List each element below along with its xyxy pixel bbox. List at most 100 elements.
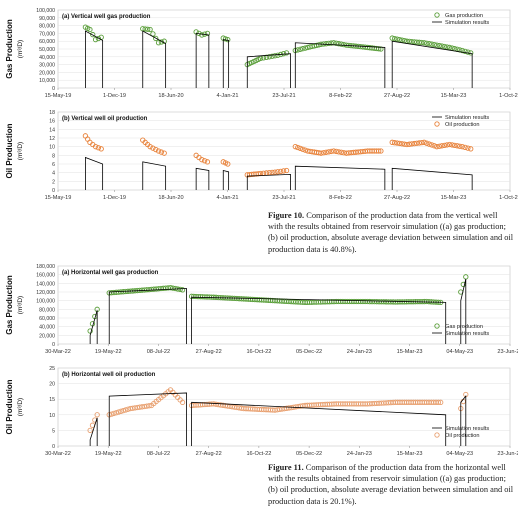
fig11-b-title: (b) Horizontal well oil production xyxy=(62,372,156,378)
fig10-b-observed-point xyxy=(199,157,205,163)
fig10-panel-b-chart: 0 2 4 6 8 10 12 14 16 18 15-May-19 1-Dec-19 18-Jun-2… xyxy=(5,110,518,201)
fig10-a-x-tick-label: 15-Mar-23 xyxy=(441,93,467,99)
fig10-a-y-tick-label: 80,000 xyxy=(39,24,55,30)
fig11-a-legend-label: Gas production xyxy=(445,324,483,330)
fig10-b-observed-point xyxy=(336,149,342,155)
fig10-b-observed-point xyxy=(333,148,339,155)
fig11-a-x-tick-label: 05-Dec-22 xyxy=(296,349,322,355)
fig11-b-simulation-line xyxy=(460,394,467,446)
fig11-b-y-axis-label: Oil Production xyxy=(5,379,14,434)
fig11-b-x-tick-label: 16-Oct-22 xyxy=(246,451,271,457)
fig10-a-observed-point xyxy=(338,41,344,47)
fig11-a-x-tick-label: 30-Mar-22 xyxy=(45,349,71,355)
fig11-a-simulation-line xyxy=(191,296,447,344)
fig11-b-observed-point xyxy=(125,406,131,412)
fig10-a-observed-point xyxy=(204,30,211,37)
fig10-b-observed-point xyxy=(295,144,301,151)
fig10-a-x-tick-label: 1-Oct-23 xyxy=(499,93,518,99)
fig10-a-y-axis-unit: (m³/D) xyxy=(17,40,24,58)
fig11-a-y-tick-label: 0 xyxy=(52,342,55,348)
fig10-a-observed-point xyxy=(297,46,303,52)
fig10-b-observed-point xyxy=(204,159,211,165)
fig10-a-observed-point xyxy=(300,46,306,52)
fig10-a-x-tick-label: 8-Feb-22 xyxy=(329,93,352,99)
fig11-b-simulation-line xyxy=(89,417,98,446)
fig10-a-simulation-line xyxy=(195,32,210,88)
fig10-a-observed-point xyxy=(153,35,159,41)
fig10-b-observed-point xyxy=(153,146,159,153)
fig11-b-x-tick-label: 05-Dec-22 xyxy=(296,451,322,457)
fig10-a-observed-point xyxy=(436,42,443,49)
fig10-b-observed-point xyxy=(147,144,153,150)
fig11-b-observed-point xyxy=(115,409,122,415)
fig10-a-observed-point xyxy=(394,36,400,42)
fig10-b-observed-point xyxy=(320,150,327,156)
fig11-a-x-tick-label: 23-Jun-23 xyxy=(497,349,518,355)
fig10-b-observed-point xyxy=(275,169,281,175)
fig11-a-y-tick-label: 20,000 xyxy=(39,333,55,339)
fig10-b-observed-point xyxy=(434,144,440,150)
fig10-a-observed-point xyxy=(266,54,272,60)
fig10-b-simulation-line xyxy=(294,165,386,190)
fig11-b-observed-point xyxy=(94,412,100,418)
fig10-b-y-tick-label: 2 xyxy=(52,179,55,185)
fig10-b-observed-point xyxy=(297,145,303,152)
fig10-a-observed-point xyxy=(92,36,99,43)
fig10-b-x-tick-label: 1-Dec-19 xyxy=(103,195,126,201)
fig10-a-observed-point xyxy=(147,26,153,33)
fig10-a-observed-point xyxy=(199,32,205,38)
fig10-b-observed-point xyxy=(338,149,344,155)
fig10-b-simulation-line xyxy=(142,161,167,190)
fig10-b-x-tick-label: 4-Jan-21 xyxy=(216,195,238,201)
fig11-b-x-tick-label: 27-Aug-22 xyxy=(196,451,222,457)
fig11-b-y-tick-label: 15 xyxy=(49,397,55,403)
fig10-b-legend-label: Simulation results xyxy=(445,115,489,121)
fig10-b-observed-point xyxy=(389,139,395,145)
fig10-a-observed-point xyxy=(419,39,425,46)
fig10-a-observed-point xyxy=(424,40,430,46)
fig11-a-observed-point xyxy=(179,287,186,293)
fig10-a-observed-point xyxy=(316,42,322,48)
fig10-b-observed-point xyxy=(283,167,290,174)
fig10-a-y-tick-label: 0 xyxy=(52,86,55,92)
fig10-a-observed-point xyxy=(459,47,465,54)
fig11-b-observed-point xyxy=(111,410,117,417)
fig10-b-y-tick-label: 16 xyxy=(49,119,55,125)
fig10-a-legend-label: Gas production xyxy=(445,13,483,19)
fig11-a-x-tick-label: 16-Oct-22 xyxy=(246,349,271,355)
fig11-b-x-tick-label: 19-May-22 xyxy=(95,451,122,457)
fig11-a-observed-point xyxy=(172,285,178,292)
fig11-caption: Figure 11. Comparison of the production … xyxy=(268,462,514,507)
fig11-b-y-tick-label: 5 xyxy=(52,428,55,434)
fig10-a-observed-point xyxy=(95,35,102,42)
fig10-a-x-tick-label: 15-May-19 xyxy=(45,93,72,99)
fig11-a-y-tick-label: 80,000 xyxy=(39,307,55,313)
fig11-a-y-tick-label: 140,000 xyxy=(36,281,55,287)
fig11-a-y-tick-label: 180,000 xyxy=(36,264,55,270)
fig10-b-simulation-line xyxy=(222,169,230,190)
fig10-b-observed-point xyxy=(454,143,460,149)
fig10-a-observed-point xyxy=(431,41,437,48)
fig10-b-observed-point xyxy=(396,140,403,147)
fig10-b-observed-point xyxy=(404,141,410,148)
fig10-a-y-tick-label: 70,000 xyxy=(39,31,55,37)
fig10-b-simulation-line xyxy=(85,156,104,190)
fig11-a-x-tick-label: 24-Jan-23 xyxy=(347,349,372,355)
fig10-b-x-tick-label: 15-May-19 xyxy=(45,195,72,201)
fig10-a-y-tick-label: 20,000 xyxy=(39,70,55,76)
fig10-a-observed-point xyxy=(144,26,151,32)
fig10-b-observed-point xyxy=(451,142,458,149)
fig10-b-observed-point xyxy=(401,141,408,147)
fig10-b-y-axis-unit: (m³/D) xyxy=(17,142,24,160)
fig10-b-observed-point xyxy=(411,140,417,147)
fig10-b-simulation-line xyxy=(391,167,473,190)
fig10-caption: Figure 10. Comparison of the production … xyxy=(268,210,514,255)
fig11-b-y-tick-label: 0 xyxy=(52,444,55,450)
fig10-a-simulation-line xyxy=(85,30,104,88)
fig10-b-observed-point xyxy=(95,145,102,151)
fig10-a-observed-point xyxy=(90,31,96,38)
fig10-b-observed-point xyxy=(459,144,465,150)
fig10-b-y-tick-label: 12 xyxy=(49,136,55,142)
fig10-b-legend-swatch xyxy=(434,121,440,127)
